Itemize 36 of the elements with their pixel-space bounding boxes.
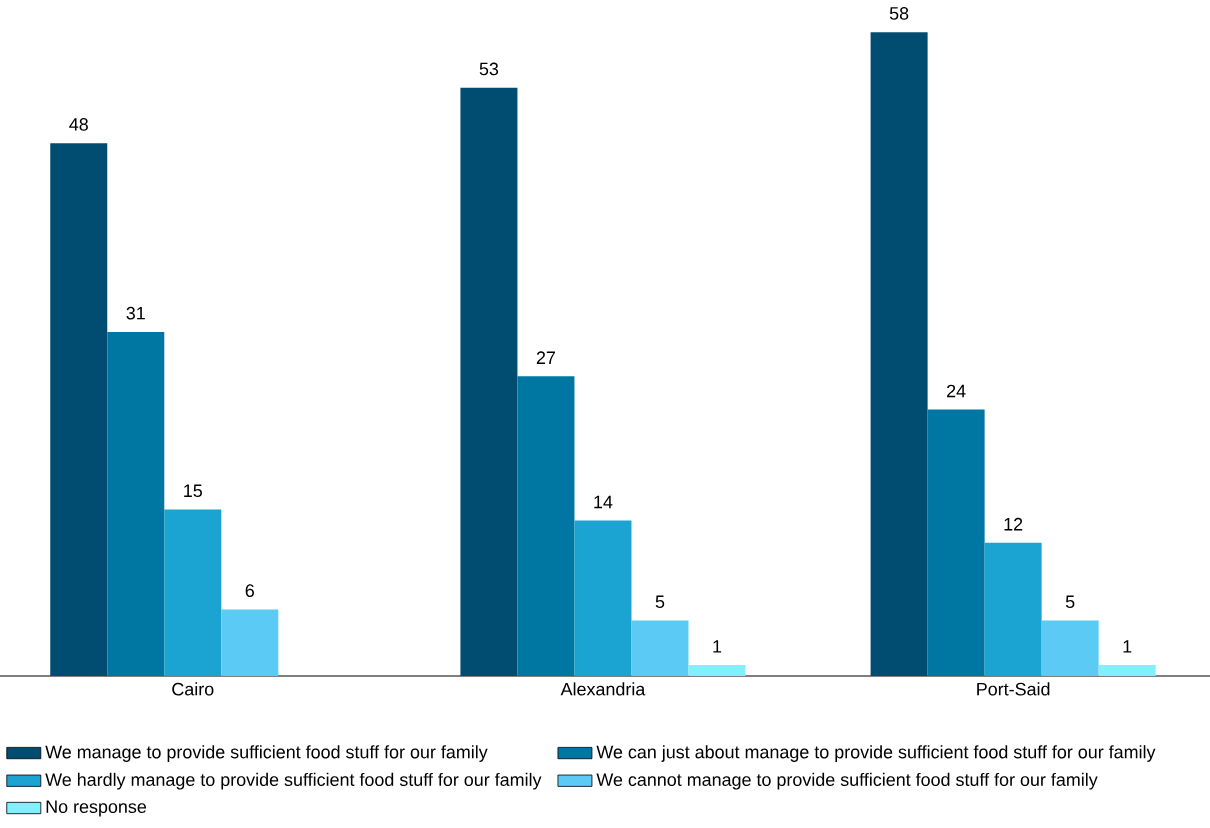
data-label: 5 — [1065, 595, 1075, 609]
bar — [870, 32, 928, 676]
bar — [1098, 664, 1156, 676]
legend-label: We manage to provide sufficient food stuff for our family — [45, 745, 488, 762]
legend-label: No response — [46, 800, 147, 817]
data-label: 48 — [69, 118, 88, 131]
bar — [221, 609, 279, 676]
x-tick-label: Alexandria — [560, 682, 646, 696]
data-label: 1 — [713, 640, 722, 653]
data-label: 14 — [594, 495, 613, 509]
data-label: 15 — [184, 484, 202, 498]
data-label: 1 — [1123, 640, 1132, 653]
legend-label: We cannot manage to provide sufficient food stuff for our family — [596, 772, 1098, 790]
bar — [107, 331, 165, 676]
bar — [984, 542, 1042, 676]
bar — [688, 664, 746, 676]
legend-label: We can just about manage to provide sufficient food stuff for our family — [596, 745, 1156, 762]
data-label: 31 — [126, 306, 145, 320]
bar — [164, 509, 222, 676]
bar — [460, 87, 518, 676]
bar — [517, 376, 575, 676]
legend-label: We hardly manage to provide sufficient food stuff for our family — [45, 772, 542, 790]
data-label: 53 — [479, 62, 499, 76]
bar — [50, 143, 108, 676]
data-label: 24 — [947, 384, 966, 398]
data-label: 6 — [245, 584, 254, 598]
bar — [927, 409, 985, 676]
x-tick-label: Cairo — [172, 682, 214, 696]
data-label: 12 — [1004, 517, 1023, 531]
bar — [631, 620, 689, 676]
bar — [574, 520, 632, 676]
data-label: 58 — [889, 7, 909, 20]
bar — [1041, 620, 1099, 676]
data-label: 27 — [536, 351, 556, 364]
data-label: 5 — [655, 595, 665, 609]
x-tick-label: Port-Said — [977, 682, 1050, 696]
